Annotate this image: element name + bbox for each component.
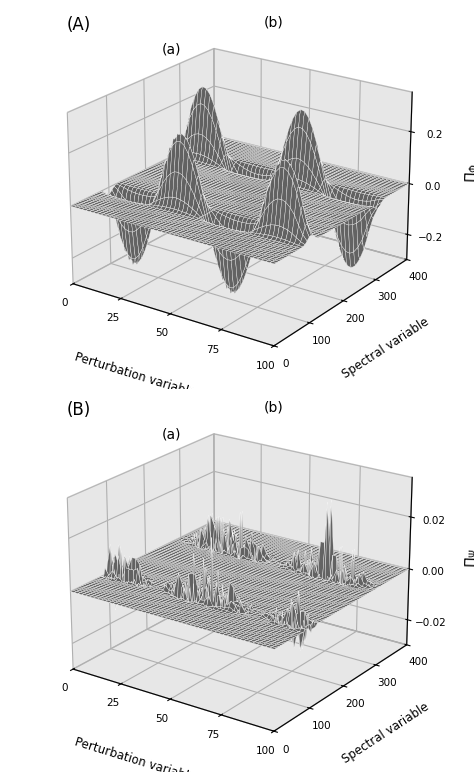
X-axis label: Perturbation variable: Perturbation variable xyxy=(73,350,197,400)
Text: (A): (A) xyxy=(67,15,91,33)
Y-axis label: Spectral variable: Spectral variable xyxy=(340,315,431,381)
Text: (b): (b) xyxy=(264,15,283,29)
Text: (B): (B) xyxy=(67,401,91,419)
X-axis label: Perturbation variable: Perturbation variable xyxy=(73,736,197,772)
Text: (a): (a) xyxy=(161,42,181,56)
Text: (a): (a) xyxy=(161,428,181,442)
Y-axis label: Spectral variable: Spectral variable xyxy=(340,700,431,766)
Text: (b): (b) xyxy=(264,401,283,415)
